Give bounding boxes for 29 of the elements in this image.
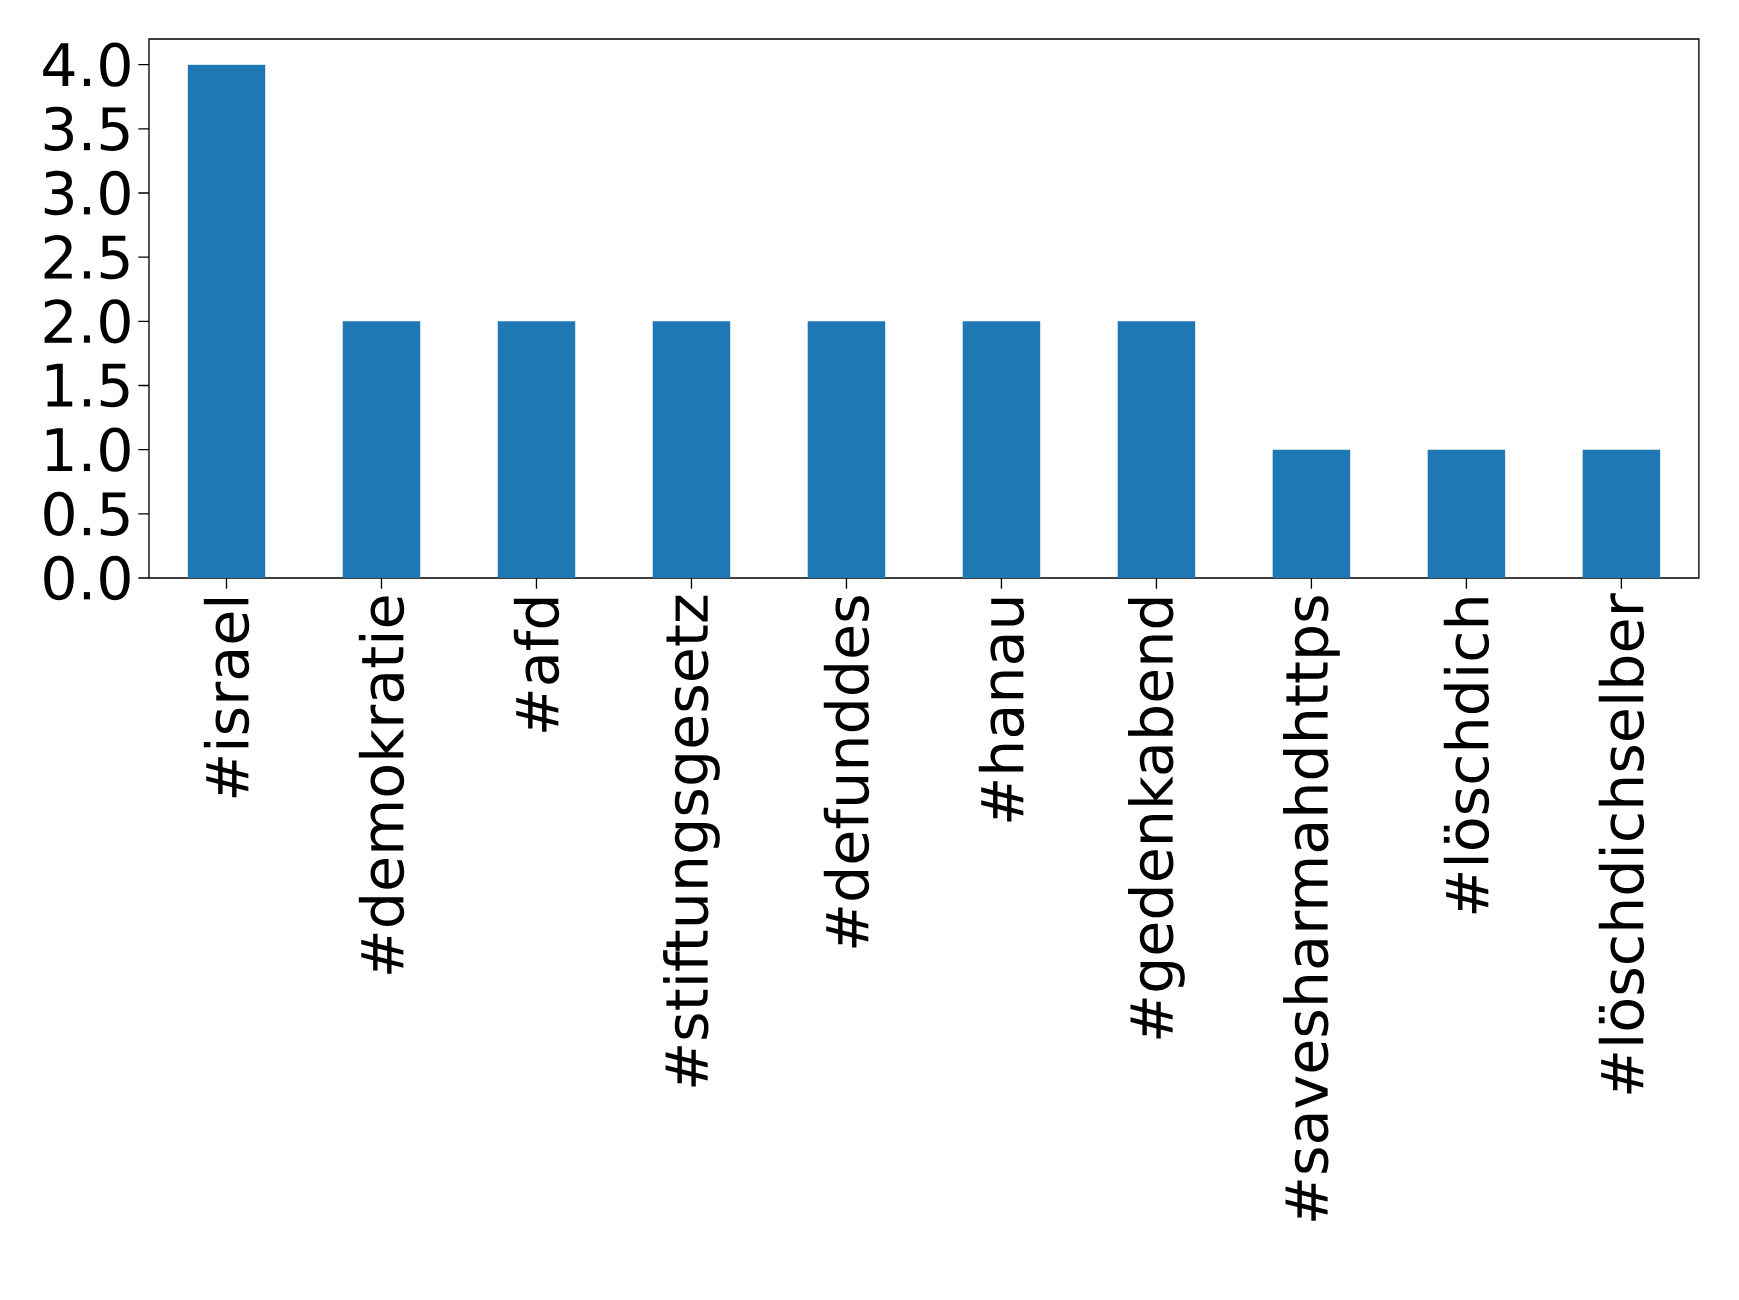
y-tick-label: 0.5 (44, 491, 129, 537)
y-tick-label: 3.5 (44, 106, 129, 152)
bar (1582, 449, 1661, 579)
y-tick-label: 2.5 (44, 234, 129, 280)
x-tick-label: #stiftungsgesetz (663, 595, 720, 1087)
x-tick-label: #savesharmahdhttps (1283, 596, 1340, 1221)
x-tick-label: #löschdichselber (1598, 593, 1645, 1094)
x-tick-label: #hanau (978, 598, 1025, 822)
x-tick-label: #afd (513, 598, 560, 732)
bar (807, 321, 886, 579)
y-tick-label: 4.0 (43, 42, 130, 87)
y-tick-label: 2.0 (44, 299, 130, 344)
x-tick-label: #löschdich (1443, 598, 1490, 914)
x-tick-label: #demokratie (358, 596, 405, 974)
bar (1117, 321, 1196, 579)
y-tick-label: 3.0 (44, 170, 130, 216)
y-tick-label: 1.0 (46, 427, 130, 472)
bar (187, 64, 266, 579)
x-tick-label: #defunddes (823, 596, 870, 948)
y-tick-label: 1.5 (46, 363, 129, 408)
bar (342, 321, 421, 579)
x-tick-label: #gedenkabend (1128, 598, 1185, 1039)
bar (497, 321, 576, 579)
x-tick-label: #israel (203, 598, 250, 798)
bar (962, 321, 1041, 579)
y-tick-label: 0.0 (44, 555, 130, 601)
bar (1427, 449, 1506, 579)
bar (1272, 449, 1351, 579)
bar (652, 321, 731, 579)
